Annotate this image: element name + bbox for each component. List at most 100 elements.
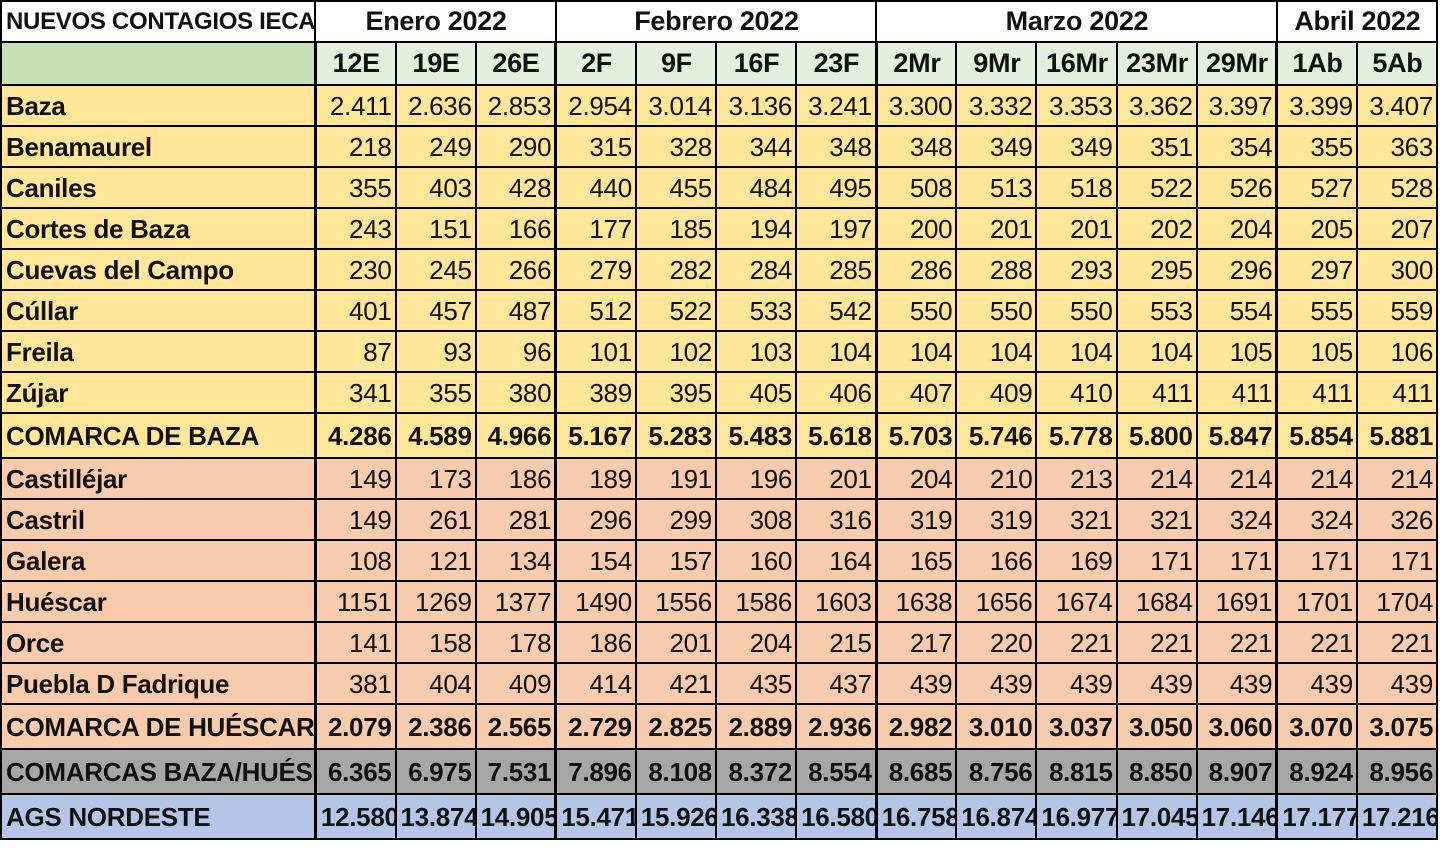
value-cell: 407 <box>874 371 958 414</box>
value-cell: 221 <box>1275 621 1358 664</box>
value-cell: 324 <box>1275 498 1358 541</box>
value-cell: 401 <box>313 289 397 332</box>
value-cell: 197 <box>795 207 878 250</box>
value-cell: 134 <box>475 539 557 582</box>
value-cell: 526 <box>1196 166 1278 209</box>
value-cell: 319 <box>874 498 958 541</box>
date-header: 19E <box>395 41 477 86</box>
value-cell: 1701 <box>1275 580 1358 623</box>
value-cell: 1490 <box>554 580 637 623</box>
value-cell: 395 <box>635 371 717 414</box>
value-cell: 513 <box>955 166 1038 209</box>
value-cell: 411 <box>1275 371 1358 414</box>
value-cell: 522 <box>1116 166 1198 209</box>
table-row: Benamaurel 218 249 290 315 328 344 348 348 349 349… <box>0 125 1439 168</box>
value-cell: 1638 <box>874 580 958 623</box>
value-cell: 121 <box>395 539 477 582</box>
value-cell: 200 <box>874 207 958 250</box>
value-cell: 3.362 <box>1116 84 1198 127</box>
value-cell: 355 <box>395 371 477 414</box>
value-cell: 354 <box>1196 125 1278 168</box>
value-cell: 428 <box>475 166 557 209</box>
value-cell: 518 <box>1035 166 1118 209</box>
total-row: COMARCAS BAZA/HUÉSCAR6.3656.9757.5317.89… <box>0 748 1439 795</box>
value-cell: 285 <box>795 248 878 291</box>
value-cell: 2.889 <box>715 703 798 750</box>
value-cell: 104 <box>955 330 1038 373</box>
value-cell: 1269 <box>395 580 477 623</box>
value-cell: 17.216 <box>1356 793 1439 840</box>
value-cell: 555 <box>1275 289 1358 332</box>
value-cell: 2.729 <box>554 703 637 750</box>
date-header: 23F <box>795 41 878 86</box>
value-cell: 186 <box>554 621 637 664</box>
month-header: Abril 2022 <box>1275 0 1439 43</box>
value-cell: 105 <box>1196 330 1278 373</box>
value-cell: 512 <box>554 289 637 332</box>
date-header: 26E <box>475 41 557 86</box>
value-cell: 3.060 <box>1196 703 1278 750</box>
value-cell: 261 <box>395 498 477 541</box>
total-row: COMARCA DE BAZA 4.286 4.589 4.966 5.167 5.283… <box>0 412 1439 459</box>
value-cell: 189 <box>554 457 637 500</box>
value-cell: 404 <box>395 662 477 705</box>
value-cell: 4.286 <box>313 412 397 459</box>
value-cell: 2.982 <box>874 703 958 750</box>
value-cell: 173 <box>395 457 477 500</box>
value-cell: 3.075 <box>1356 703 1439 750</box>
table-row: Castilléjar 149 173 186 189 191 196 201 204 210 21… <box>0 457 1439 500</box>
value-cell: 527 <box>1275 166 1358 209</box>
value-cell: 8.108 <box>635 748 717 795</box>
row-name-cell: Cuevas del Campo <box>0 248 317 291</box>
value-cell: 8.756 <box>955 748 1038 795</box>
value-cell: 315 <box>554 125 637 168</box>
value-cell: 528 <box>1356 166 1439 209</box>
value-cell: 508 <box>874 166 958 209</box>
value-cell: 165 <box>874 539 958 582</box>
value-cell: 299 <box>635 498 717 541</box>
value-cell: 421 <box>635 662 717 705</box>
value-cell: 185 <box>635 207 717 250</box>
value-cell: 2.565 <box>475 703 557 750</box>
value-cell: 171 <box>1196 539 1278 582</box>
row-name-cell: Baza <box>0 84 317 127</box>
row-name-cell: Castilléjar <box>0 457 317 500</box>
value-cell: 105 <box>1275 330 1358 373</box>
value-cell: 157 <box>635 539 717 582</box>
value-cell: 245 <box>395 248 477 291</box>
value-cell: 16.338 <box>715 793 798 840</box>
value-cell: 380 <box>475 371 557 414</box>
value-cell: 406 <box>795 371 878 414</box>
value-cell: 554 <box>1196 289 1278 332</box>
value-cell: 12.580 <box>313 793 397 840</box>
table-row: Castril 149 261 281 296 299 308 316 319 319 321 321… <box>0 498 1439 541</box>
value-cell: 205 <box>1275 207 1358 250</box>
value-cell: 297 <box>1275 248 1358 291</box>
value-cell: 204 <box>874 457 958 500</box>
month-header: Febrero 2022 <box>554 0 878 43</box>
value-cell: 389 <box>554 371 637 414</box>
row-name-cell: Castril <box>0 498 317 541</box>
value-cell: 5.800 <box>1116 412 1198 459</box>
value-cell: 221 <box>1116 621 1198 664</box>
value-cell: 14.905 <box>475 793 557 840</box>
value-cell: 279 <box>554 248 637 291</box>
value-cell: 103 <box>715 330 798 373</box>
value-cell: 321 <box>1035 498 1118 541</box>
value-cell: 177 <box>554 207 637 250</box>
value-cell: 435 <box>715 662 798 705</box>
value-cell: 15.471 <box>554 793 637 840</box>
row-name-cell: Huéscar <box>0 580 317 623</box>
month-header: Marzo 2022 <box>875 0 1278 43</box>
row-name-cell: COMARCA DE HUÉSCAR <box>0 703 317 750</box>
value-cell: 5.778 <box>1035 412 1118 459</box>
value-cell: 4.589 <box>395 412 477 459</box>
date-header: 9F <box>635 41 717 86</box>
value-cell: 1556 <box>635 580 717 623</box>
value-cell: 5.746 <box>955 412 1038 459</box>
value-cell: 349 <box>1035 125 1118 168</box>
value-cell: 214 <box>1275 457 1358 500</box>
value-cell: 1656 <box>955 580 1038 623</box>
value-cell: 16.758 <box>874 793 958 840</box>
date-header: 29Mr <box>1196 41 1278 86</box>
